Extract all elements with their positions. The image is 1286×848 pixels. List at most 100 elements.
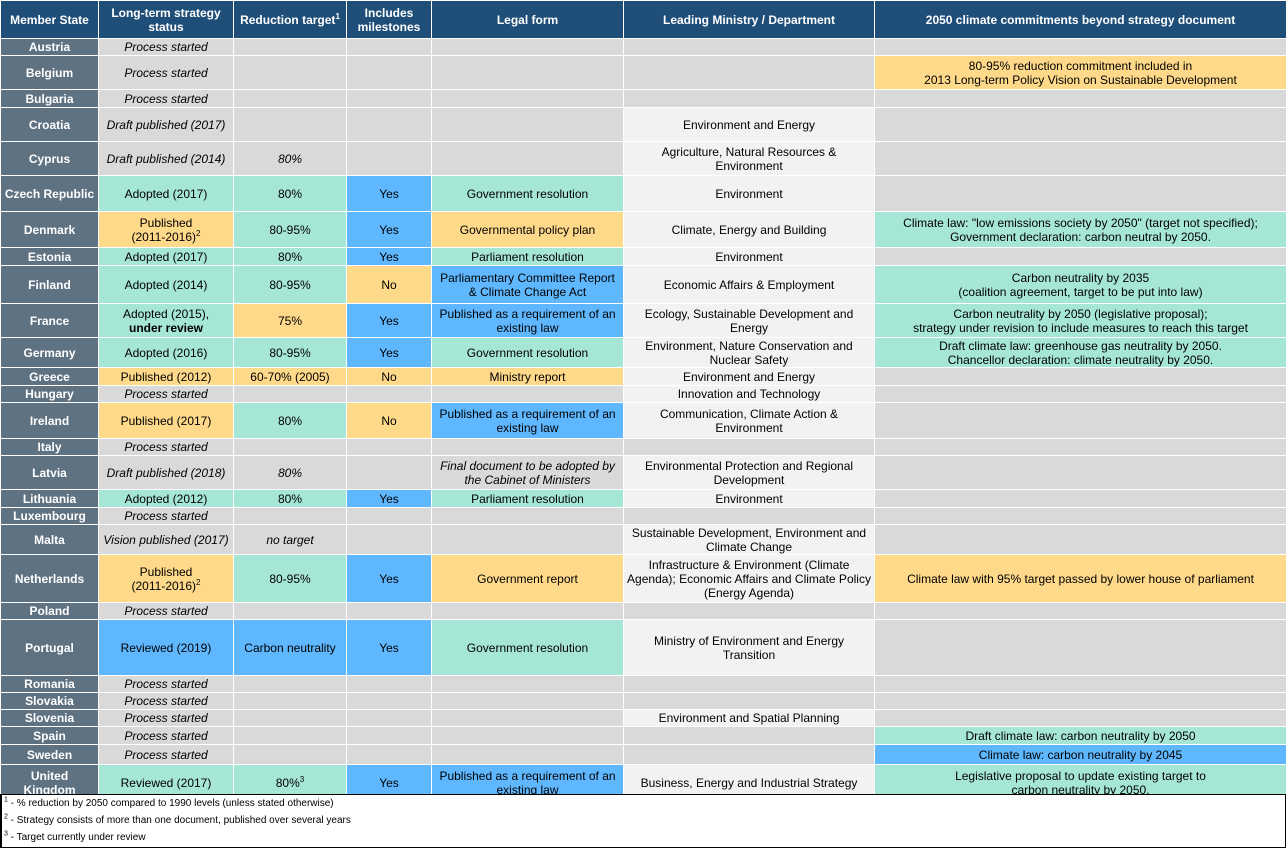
legal-form-cell: Ministry report	[431, 367, 624, 386]
target-text: 80%	[277, 491, 303, 506]
member-state-cell: Sweden	[0, 744, 99, 765]
status-text: Reviewed (2019)	[120, 640, 212, 655]
status-text: Process started	[124, 509, 208, 523]
target-cell: 80-95%	[233, 265, 347, 304]
status-text: Process started	[124, 677, 208, 691]
status-cell: Adopted (2017)	[98, 247, 234, 266]
ministry-cell	[623, 438, 875, 456]
commitments-cell	[874, 141, 1286, 176]
status-text: Published (2017)	[120, 413, 212, 428]
legal-form-cell	[431, 438, 624, 456]
status-text: Vision published (2017)	[103, 532, 229, 547]
ministry-cell	[623, 692, 875, 710]
status-text-line2: (2011-2016)	[131, 229, 197, 244]
milestones-cell: Yes	[346, 619, 432, 676]
ministry-cell	[623, 507, 875, 525]
target-cell	[233, 89, 347, 108]
legal-form-cell: Parliament resolution	[431, 247, 624, 266]
member-state-cell: Italy	[0, 438, 99, 456]
header-status: Long-term strategy status	[98, 0, 234, 39]
target-text: 80-95%	[269, 277, 311, 292]
legal-form-cell	[431, 107, 624, 142]
status-text: Published (2012)	[120, 369, 212, 384]
member-state-cell: Croatia	[0, 107, 99, 142]
milestones-cell: No	[346, 265, 432, 304]
legal-form-cell	[431, 507, 624, 525]
status-cell: Adopted (2014)	[98, 265, 234, 304]
ministry-cell: Innovation and Technology	[623, 385, 875, 403]
status-text: Process started	[124, 40, 208, 54]
header-commitments: 2050 climate commitments beyond strategy…	[874, 0, 1286, 39]
legal-form-cell	[431, 89, 624, 108]
header-target: Reduction target1	[233, 0, 347, 39]
legal-form-cell: Government resolution	[431, 337, 624, 368]
status-cell: Published (2012)	[98, 367, 234, 386]
status-text: Process started	[124, 711, 208, 725]
commitments-cell	[874, 619, 1286, 676]
ministry-cell: Environment and Spatial Planning	[623, 709, 875, 727]
header-target-label: Reduction target	[240, 12, 336, 27]
milestones-cell: Yes	[346, 247, 432, 266]
status-cell: Process started	[98, 602, 234, 620]
ministry-cell: Environment, Nature Conservation and Nuc…	[623, 337, 875, 368]
ministry-cell: Economic Affairs & Employment	[623, 265, 875, 304]
target-cell: 80%	[233, 175, 347, 212]
status-cell: Adopted (2015), under review	[98, 303, 234, 338]
ministry-cell: Environment and Energy	[623, 107, 875, 142]
legal-form-cell: Final document to be adopted by the Cabi…	[431, 455, 624, 490]
target-text: 60-70% (2005)	[250, 369, 330, 384]
milestones-cell	[346, 744, 432, 765]
commitments-text: Draft climate law: carbon neutrality by …	[965, 728, 1196, 743]
header-legal: Legal form	[431, 0, 624, 39]
target-text: 80%	[277, 151, 303, 166]
status-cell: Process started	[98, 38, 234, 56]
target-text: no target	[266, 532, 314, 547]
commitments-text: Carbon neutrality by 2050 (legislative p…	[953, 306, 1208, 321]
milestones-cell	[346, 507, 432, 525]
commitments-cell	[874, 367, 1286, 386]
legal-form-cell	[431, 602, 624, 620]
commitments-cell	[874, 489, 1286, 508]
target-cell: 80%	[233, 247, 347, 266]
status-cell: Adopted (2012)	[98, 489, 234, 508]
milestones-cell	[346, 141, 432, 176]
ministry-cell	[623, 38, 875, 56]
status-text: Process started	[124, 728, 208, 743]
target-cell	[233, 507, 347, 525]
header-target-footnote: 1	[335, 11, 340, 21]
footnote-1-text: - % reduction by 2050 compared to 1990 l…	[7, 798, 334, 809]
milestones-cell	[346, 107, 432, 142]
legal-form-cell: Published as a requirement of an existin…	[431, 402, 624, 439]
target-cell: 80%	[233, 402, 347, 439]
milestones-cell: Yes	[346, 489, 432, 508]
footnote-2-text: - Strategy consists of more than one doc…	[7, 815, 351, 826]
table-row: Estonia Adopted (2017) 80% Yes Parliament re…	[0, 247, 1286, 266]
status-cell: Process started	[98, 55, 234, 90]
member-state-cell: Romania	[0, 675, 99, 693]
status-cell: Process started	[98, 709, 234, 727]
ministry-cell	[623, 726, 875, 745]
header-ministry: Leading Ministry / Department	[623, 0, 875, 39]
table-row: Ireland Published (2017) 80% No Published as…	[0, 402, 1286, 439]
commitments-cell	[874, 524, 1286, 555]
ministry-cell	[623, 744, 875, 765]
member-state-cell: France	[0, 303, 99, 338]
status-cell: Process started	[98, 89, 234, 108]
status-text: Adopted (2017)	[124, 249, 208, 264]
target-text: 80-95%	[269, 571, 311, 586]
member-state-cell: Bulgaria	[0, 89, 99, 108]
commitments-cell: Climate law with 95% target passed by lo…	[874, 554, 1286, 603]
commitments-cell: Climate law: "low emissions society by 2…	[874, 211, 1286, 248]
commitments-text: Carbon neutrality by 2035	[1011, 270, 1150, 285]
status-cell: Published (2011-2016)2	[98, 554, 234, 603]
table-row: Cyprus Draft published (2014) 80% Agricultu…	[0, 141, 1286, 176]
commitments-cell: 80-95% reduction commitment included in 2…	[874, 55, 1286, 90]
milestones-cell	[346, 455, 432, 490]
member-state-cell: Luxembourg	[0, 507, 99, 525]
status-text: Draft published (2018)	[106, 465, 226, 480]
member-state-cell: Czech Republic	[0, 175, 99, 212]
table-row: Sweden Process started Climate law: carbon…	[0, 744, 1286, 765]
target-cell	[233, 385, 347, 403]
status-cell: Process started	[98, 385, 234, 403]
milestones-cell: No	[346, 367, 432, 386]
